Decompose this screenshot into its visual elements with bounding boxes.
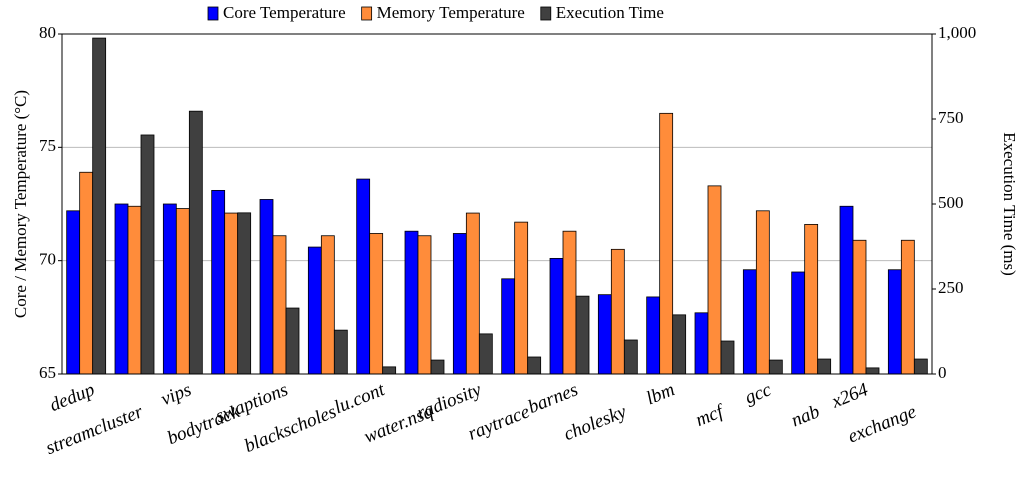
bar <box>66 210 81 375</box>
y2-tick-label: 500 <box>938 193 964 212</box>
bar <box>887 269 902 375</box>
x-tick-label: nab <box>788 401 822 431</box>
bar <box>175 208 190 375</box>
bar <box>382 366 397 375</box>
bar <box>913 358 928 375</box>
x-tick-label: dedup <box>47 379 98 416</box>
x-tick-label: raytrace <box>465 401 533 445</box>
bar <box>659 112 674 375</box>
y-tick-label: 65 <box>39 363 56 382</box>
y-tick-label: 80 <box>39 23 56 42</box>
bar <box>597 294 612 375</box>
legend-swatch <box>540 6 552 21</box>
legend-label: Memory Temperature <box>377 3 525 22</box>
bar <box>707 185 722 375</box>
bar <box>465 212 480 375</box>
legend-label: Execution Time <box>556 3 664 22</box>
bar <box>839 205 854 375</box>
bar <box>356 178 371 375</box>
x-tick-label: vips <box>158 379 194 410</box>
x-tick-label: exchange <box>845 401 919 447</box>
bar <box>852 239 867 375</box>
bar <box>259 199 274 375</box>
bar <box>478 333 493 375</box>
bar <box>430 359 445 375</box>
bar <box>501 278 516 375</box>
bar <box>768 359 783 375</box>
bar <box>307 246 322 375</box>
bar <box>791 271 806 375</box>
bar <box>817 358 832 375</box>
y2-tick-label: 750 <box>938 108 964 127</box>
y2-tick-label: 250 <box>938 278 964 297</box>
bar <box>92 37 107 375</box>
bar <box>162 203 177 375</box>
bar <box>140 134 155 375</box>
bar <box>285 307 300 375</box>
x-tick-label: swaptions <box>213 379 291 427</box>
x-tick-label: gcc <box>742 379 775 409</box>
bar <box>452 233 467 375</box>
bar <box>211 189 226 375</box>
bar <box>755 210 770 375</box>
bar <box>865 367 880 375</box>
bar <box>610 248 625 375</box>
x-tick-label: lbm <box>643 379 677 409</box>
bar <box>900 239 915 375</box>
bar <box>527 356 542 375</box>
bar <box>562 230 577 375</box>
bar <box>237 212 252 375</box>
bar <box>224 212 239 375</box>
bar <box>720 340 735 375</box>
legend-swatch <box>207 6 219 21</box>
bar <box>79 171 94 375</box>
y2-axis-label: Execution Time (ms) <box>1000 132 1019 276</box>
y-tick-label: 70 <box>39 250 56 269</box>
x-tick-label: lu.cont <box>331 379 388 418</box>
bar <box>514 221 529 375</box>
bar <box>575 295 590 375</box>
bar <box>404 230 419 375</box>
bar <box>320 235 335 375</box>
bar <box>369 233 384 375</box>
legend-label: Core Temperature <box>223 3 346 22</box>
plot-frame <box>61 33 933 375</box>
bar <box>672 314 687 375</box>
y-tick-label: 75 <box>39 136 56 155</box>
legend-swatch <box>361 6 373 21</box>
x-tick-label: cholesky <box>561 401 630 445</box>
y2-tick-label: 0 <box>938 363 947 382</box>
bar <box>114 203 129 375</box>
bar <box>694 312 709 375</box>
x-tick-label: mcf <box>693 400 729 431</box>
bar <box>333 329 348 375</box>
x-tick-label: x264 <box>828 379 872 413</box>
bar <box>804 223 819 375</box>
y2-tick-label: 1,000 <box>938 23 976 42</box>
x-tick-label: radiosity <box>414 379 485 424</box>
y-axis-label: Core / Memory Temperature (°C) <box>11 90 30 318</box>
bar <box>188 110 203 375</box>
bar <box>127 205 142 375</box>
bar <box>623 339 638 375</box>
bar <box>417 235 432 375</box>
bar <box>272 235 287 375</box>
bar <box>549 257 564 375</box>
x-tick-label: barnes <box>525 379 581 418</box>
bar <box>646 296 661 375</box>
bar <box>742 269 757 375</box>
